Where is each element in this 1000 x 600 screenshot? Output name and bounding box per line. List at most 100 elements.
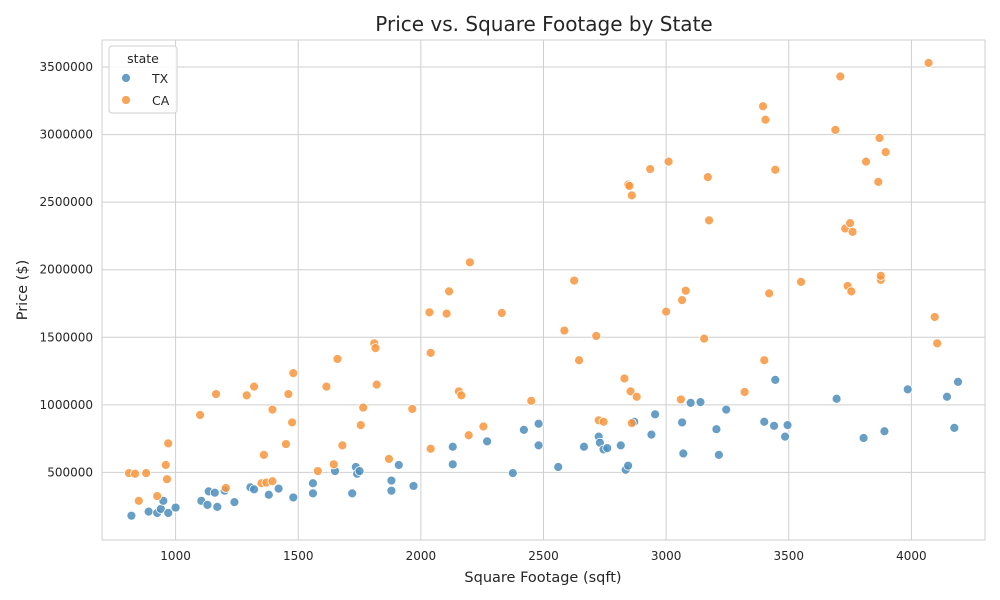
data-point-ca (465, 257, 475, 268)
data-point-ca (355, 420, 366, 431)
y-axis-label: Price ($) (15, 260, 31, 321)
data-point-ca (288, 368, 299, 379)
y-tick-label: 500000 (47, 465, 93, 479)
data-point-ca (591, 331, 602, 341)
data-point-tx (347, 488, 358, 499)
legend-title: state (127, 51, 159, 66)
data-point-ca (463, 430, 474, 441)
data-point-ca (337, 440, 348, 451)
data-point-tx (831, 393, 842, 404)
data-point-ca (739, 387, 750, 397)
data-point-tx (623, 460, 634, 471)
x-tick-label: 3500 (774, 549, 805, 563)
data-point-ca (133, 495, 144, 506)
data-point-tx (759, 416, 770, 427)
x-tick-label: 1500 (283, 549, 314, 563)
data-point-ca (631, 391, 642, 402)
data-point-ca (456, 390, 467, 401)
data-point-ca (407, 404, 418, 414)
data-point-tx (126, 510, 137, 521)
data-point-tx (447, 459, 458, 470)
data-point-ca (764, 288, 775, 299)
legend-label-ca: CA (152, 93, 170, 108)
data-point-ca (162, 474, 172, 485)
data-point-tx (770, 374, 781, 385)
data-point-ca (880, 147, 891, 158)
data-point-tx (650, 409, 661, 420)
x-tick-label: 2000 (406, 549, 437, 563)
data-point-tx (695, 397, 706, 408)
data-point-tx (782, 420, 793, 431)
data-point-ca (874, 133, 885, 143)
data-point-tx (949, 422, 960, 433)
x-tick-label: 4000 (896, 549, 927, 563)
data-point-tx (308, 488, 318, 499)
data-point-tx (354, 466, 365, 476)
data-point-tx (288, 492, 299, 503)
data-point-tx (308, 478, 318, 489)
data-point-ca (704, 215, 714, 226)
data-point-ca (152, 491, 163, 501)
legend: state TX CA (108, 45, 178, 114)
data-point-tx (249, 484, 259, 495)
data-point-ca (211, 389, 221, 399)
data-point-ca (287, 417, 297, 428)
legend-marker-ca (121, 95, 131, 105)
data-point-ca (332, 354, 343, 364)
data-point-tx (780, 431, 790, 442)
data-point-ca (702, 172, 713, 183)
data-point-ca (195, 410, 206, 420)
data-point-ca (444, 286, 454, 297)
data-point-ca (598, 416, 609, 427)
data-point-ca (625, 386, 636, 397)
data-point-tx (209, 487, 220, 498)
data-point-tx (393, 460, 404, 470)
data-point-tx (408, 481, 419, 491)
data-point-ca (574, 355, 584, 366)
data-point-tx (711, 424, 722, 435)
data-point-ca (661, 306, 672, 317)
data-point-ca (425, 347, 436, 358)
data-point-tx (386, 485, 397, 496)
data-point-ca (699, 333, 710, 344)
data-point-ca (283, 389, 294, 399)
data-point-ca (830, 124, 841, 135)
data-point-tx (143, 506, 154, 517)
data-point-tx (615, 440, 626, 451)
data-point-ca (478, 421, 489, 432)
data-point-ca (873, 176, 884, 187)
x-axis-label: Square Footage (sqft) (464, 570, 621, 586)
grid-lines (102, 40, 985, 540)
plot-frame (101, 39, 986, 541)
data-point-tx (902, 384, 913, 395)
data-point-tx (678, 448, 689, 459)
y-tick-label: 1000000 (40, 398, 93, 412)
data-point-ca (796, 276, 806, 287)
data-point-tx (879, 426, 890, 437)
data-point-ca (847, 226, 858, 237)
data-point-ca (645, 164, 656, 174)
data-point-ca (370, 343, 381, 354)
data-point-tx (163, 508, 174, 518)
data-point-ca (932, 338, 943, 349)
data-point-tx (602, 443, 613, 454)
data-point-ca (680, 285, 691, 296)
data-point-ca (624, 181, 635, 191)
data-point-ca (424, 307, 435, 318)
data-point-ca (675, 394, 686, 405)
data-point-ca (875, 270, 886, 281)
data-point-ca (328, 459, 339, 470)
data-point-ca (846, 286, 857, 297)
data-point-ca (220, 483, 231, 493)
data-points (124, 58, 963, 521)
data-point-ca (160, 460, 171, 470)
x-tick-label: 1000 (160, 549, 191, 563)
data-point-tx (953, 376, 963, 387)
data-point-ca (569, 275, 580, 286)
data-point-ca (371, 379, 382, 390)
data-point-tx (713, 449, 724, 460)
data-point-ca (663, 156, 674, 167)
y-tick-label: 3000000 (40, 128, 93, 142)
data-point-tx (202, 499, 213, 510)
